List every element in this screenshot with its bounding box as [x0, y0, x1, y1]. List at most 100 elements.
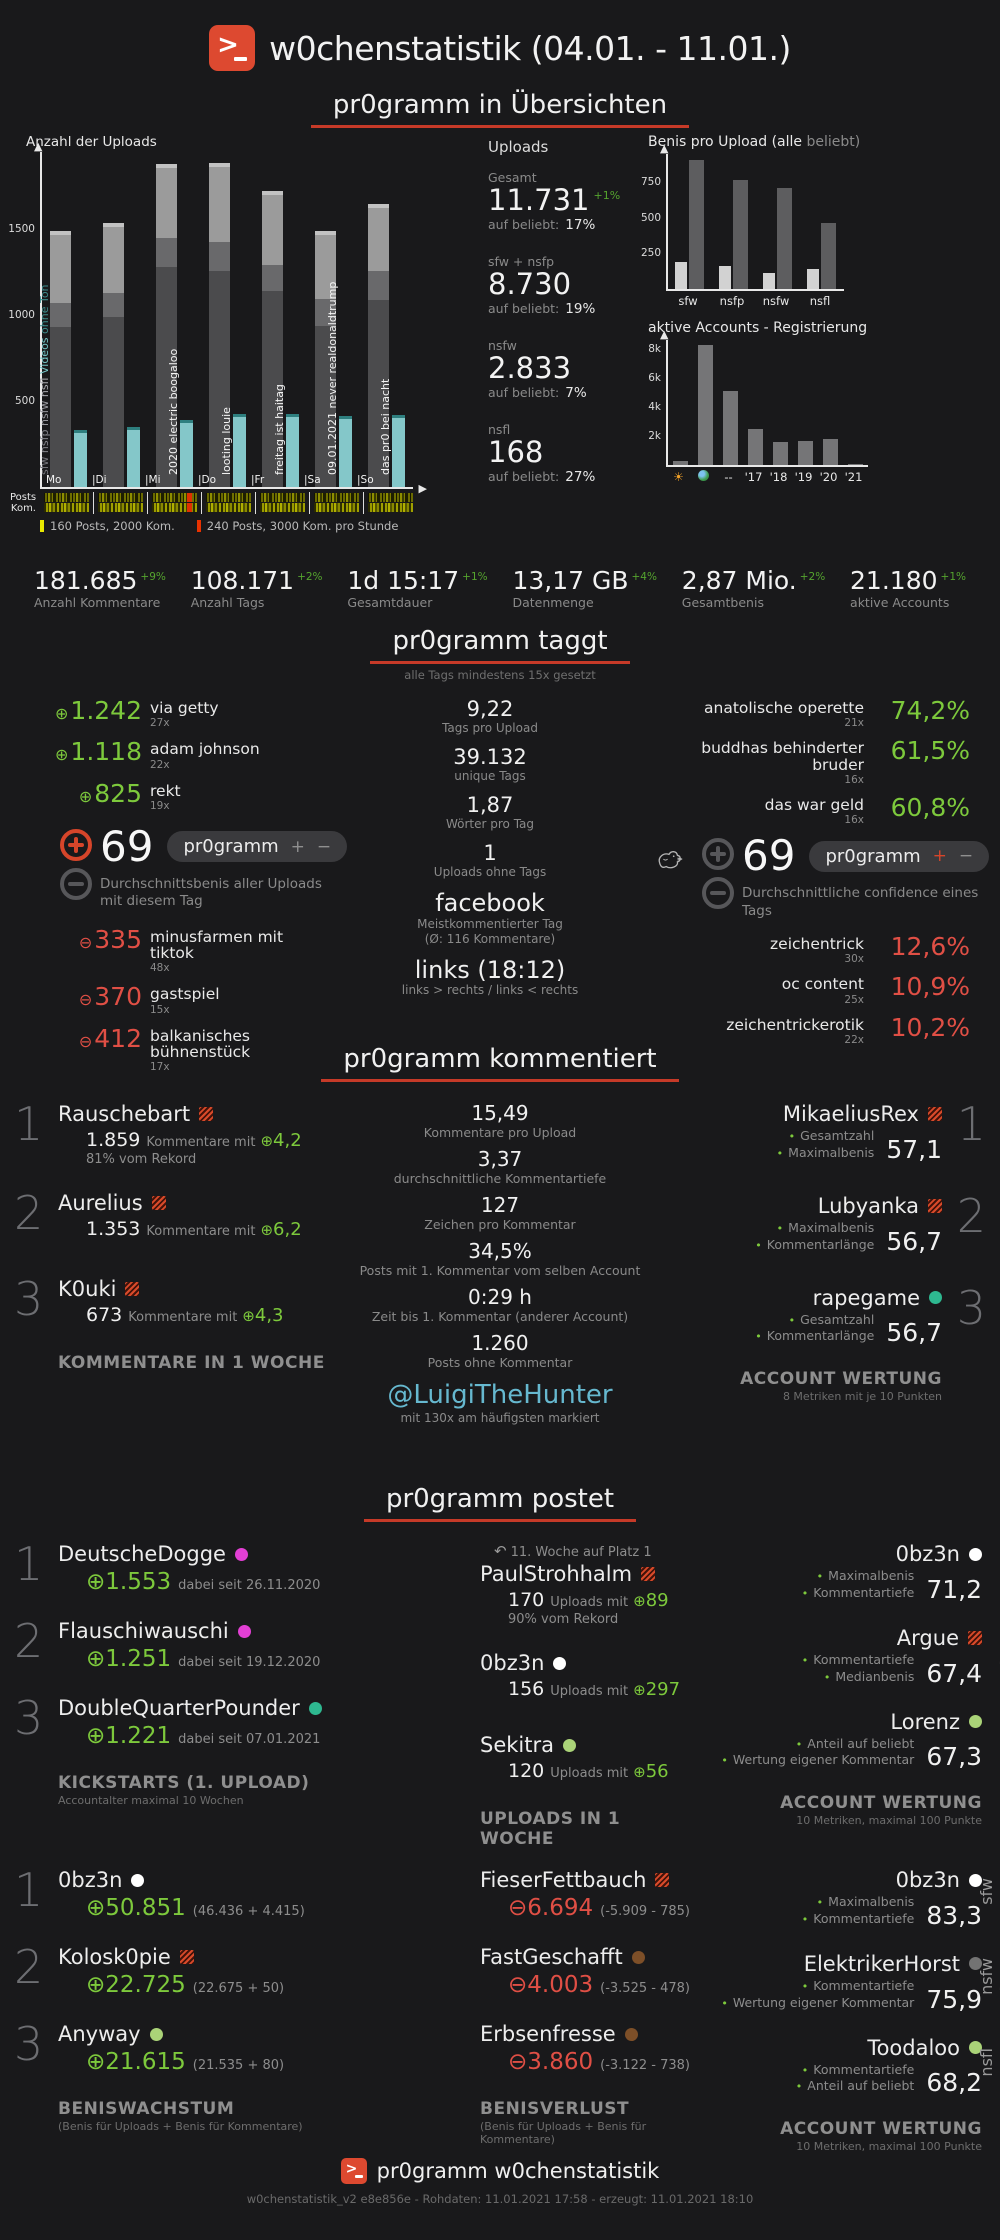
taggt-title: pr0gramm taggt — [370, 626, 630, 664]
video-bar — [339, 416, 352, 487]
upvote-icon[interactable]: + — [290, 836, 305, 857]
rank-number: 1 — [14, 1863, 44, 1917]
user-flair — [553, 1656, 567, 1670]
bar-segment — [262, 265, 283, 291]
y-tick-label: 1000 — [8, 309, 35, 322]
username[interactable]: Kolosk0pie — [58, 1945, 171, 1969]
video-bar-cap — [392, 415, 405, 418]
bar-segment — [262, 191, 283, 195]
username[interactable]: ElektrikerHorst — [803, 1951, 960, 1976]
stat-block: 15,49 Kommentare pro Upload — [423, 1101, 577, 1141]
bar-segment — [368, 208, 389, 271]
username[interactable]: Toodaloo — [867, 2035, 960, 2060]
upvote-icon[interactable]: + — [932, 846, 947, 867]
video-bar-cap — [127, 427, 140, 430]
chart-day-group — [42, 231, 95, 487]
taggt-right-column: anatolische operette 21x 74,2% buddhas beh… — [650, 698, 990, 1046]
bar-segment — [156, 267, 177, 487]
y-tick-label: 6k — [648, 371, 661, 384]
legend-red-mark — [196, 520, 201, 532]
bar-segment — [156, 168, 177, 238]
kpi-accounts: 21.180 +1% aktive Accounts — [850, 566, 966, 611]
heatmap-posts-label: Posts — [10, 492, 37, 503]
rank-number: 1 — [14, 1537, 44, 1591]
top-tag-row: ⊕1.242 via getty 27x — [55, 696, 219, 730]
username[interactable]: 0bz3n — [58, 1868, 123, 1892]
stat-block: 0:29 h Zeit bis 1. Kommentar (anderer Acc… — [371, 1285, 629, 1325]
account-rating-row: 2 Argue KommentartiefeMedianbenis67,4 — [700, 1625, 1000, 1686]
user-flair — [928, 1198, 942, 1213]
stacked-bar — [103, 223, 124, 487]
username[interactable]: DoubleQuarterPounder — [58, 1696, 300, 1720]
taggt-section-head: pr0gramm taggt alle Tags mindestens 15x … — [0, 626, 1000, 682]
x-tick-label: |Di — [92, 474, 107, 486]
username[interactable]: Lubyanka — [817, 1193, 919, 1218]
username[interactable]: K0uki — [58, 1277, 117, 1301]
postet-right-footer: ACCOUNT WERTUNG 10 Metriken, maximal 100 … — [780, 1793, 982, 1828]
bar-segment — [103, 223, 124, 227]
video-bar-body — [286, 417, 299, 487]
username[interactable]: FastGeschafft — [480, 1945, 623, 1969]
chart-day-group — [148, 164, 201, 487]
side-label-nsfw: nsfw — [977, 1958, 996, 1995]
username[interactable]: 0bz3n — [895, 1542, 960, 1566]
comments-activity-strip — [44, 503, 89, 512]
username[interactable]: rapegame — [812, 1285, 920, 1310]
username[interactable]: 0bz3n — [895, 1868, 960, 1892]
username[interactable]: Flauschiwauschi — [58, 1619, 229, 1643]
x-tick-label: sfw — [678, 294, 698, 308]
x-tick-label — [691, 470, 716, 484]
chart-day-group — [254, 191, 307, 487]
taggt-grid: ⊕1.242 via getty 27x ⊕1.118 adam johnson 22x… — [0, 682, 1000, 1073]
bar-annotation: 09.01.2021 never realdonaldtrump — [326, 281, 339, 475]
curve-arrow-icon: ↶ — [494, 1542, 507, 1560]
bar-segment — [103, 227, 124, 293]
pr0gramm-logo-icon: > — [209, 25, 256, 71]
username[interactable]: Argue — [896, 1625, 959, 1650]
benis-loss-row: FieserFettbauch ⊖6.694 (-5.909 - 785) — [480, 1868, 690, 1921]
stacked-bar — [315, 231, 336, 487]
username[interactable]: 0bz3n — [480, 1651, 545, 1675]
username[interactable]: FieserFettbauch — [480, 1868, 647, 1892]
username[interactable]: DeutscheDogge — [58, 1542, 226, 1566]
postet-title: pr0gramm postet — [363, 1484, 637, 1522]
video-bar-body — [180, 423, 193, 487]
benis-chart-canvas — [660, 142, 844, 291]
username[interactable]: Erbsenfresse — [480, 2022, 616, 2046]
tag-pill[interactable]: pr0gramm + − — [167, 831, 348, 863]
kommentiert-right: 1 MikaeliusRex GesamtzahlMaximalbenis57,… — [660, 1101, 990, 1474]
video-bar-cap — [233, 414, 246, 417]
user-flair — [928, 1107, 942, 1121]
alle-bar — [807, 269, 819, 289]
kickstart-row: 2 Flauschiwauschi ⊕1.251 dabei seit 19.12… — [14, 1614, 321, 1672]
mention-link[interactable]: @LuigiTheHunter — [387, 1380, 613, 1410]
username[interactable]: MikaeliusRex — [782, 1102, 919, 1126]
username[interactable]: Aurelius — [58, 1191, 143, 1215]
username[interactable]: Sekitra — [480, 1733, 554, 1757]
side-label-sfw: sfw — [977, 1878, 996, 1905]
tag-pill[interactable]: pr0gramm + − — [809, 840, 990, 872]
bar-segment — [103, 317, 124, 487]
benis-loss-row: Erbsenfresse ⊖3.860 (-3.122 - 738) — [480, 2022, 690, 2075]
delta-badge: +1% — [462, 570, 488, 583]
downvote-icon[interactable]: − — [958, 846, 974, 867]
posts-activity-strip — [44, 493, 89, 502]
delta-badge: +1% — [593, 189, 621, 203]
username[interactable]: PaulStrohhalm — [480, 1562, 633, 1586]
minus-circle-icon: ⊖ — [78, 932, 93, 952]
bar-segment — [315, 326, 336, 487]
tag-benis-value: 69 — [100, 821, 154, 871]
downvote-icon[interactable]: − — [316, 836, 332, 857]
username[interactable]: Rauschebart — [58, 1102, 191, 1126]
commenter-row: 1 Rauschebart 1.859 Kommentare mit ⊕4,2 81… — [14, 1097, 302, 1167]
username[interactable]: Anyway — [58, 2022, 141, 2046]
stat-block: 9,22 Tags pro Upload — [442, 697, 538, 736]
comments-activity-strip — [260, 503, 305, 512]
kommentiert-section-head: pr0gramm kommentiert — [0, 1044, 1000, 1082]
username[interactable]: Lorenz — [890, 1709, 960, 1734]
uploads-heatmap: Posts Kom. — [10, 492, 488, 514]
video-bar — [233, 414, 246, 487]
stacked-bar — [368, 204, 389, 487]
postet-center: ↶ 11. Woche auf Platz 1 PaulStrohhalm 170… — [340, 1542, 700, 1849]
